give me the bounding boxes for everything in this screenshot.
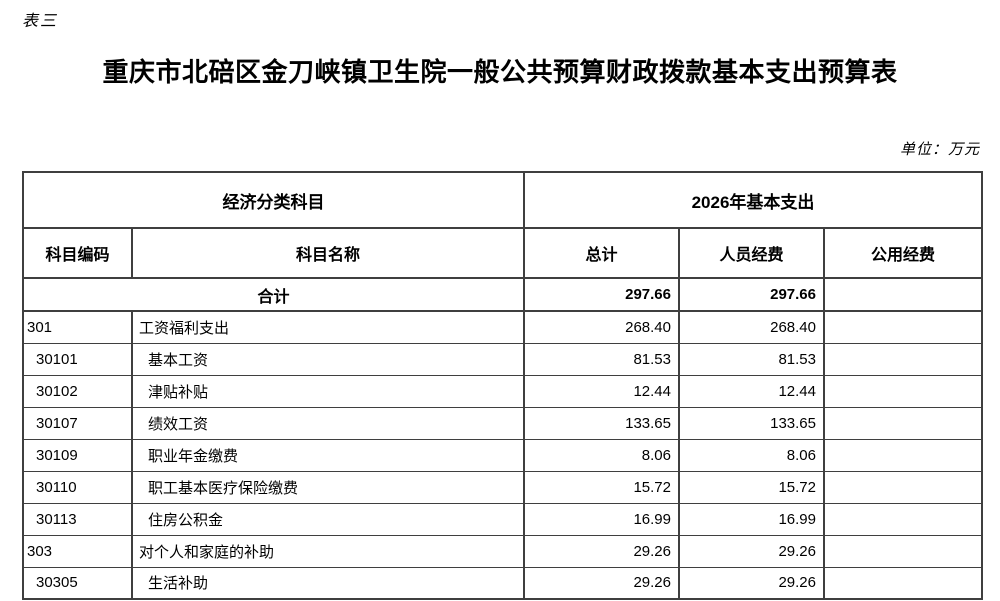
col-header-public-funds: 公用经费: [823, 227, 983, 279]
col-header-subject-code: 科目编码: [22, 227, 133, 279]
subject-name: 生活补助: [131, 566, 525, 600]
total-value: 12.44: [523, 374, 680, 408]
subject-name: 基本工资: [131, 342, 525, 376]
table-row: 30305 生活补助 29.26 29.26: [22, 566, 983, 600]
personnel-value: 16.99: [678, 502, 825, 536]
col-header-personnel-funds: 人员经费: [678, 227, 825, 279]
subject-code: 30305: [22, 566, 133, 600]
subject-code: 30101: [22, 342, 133, 376]
personnel-value: 81.53: [678, 342, 825, 376]
public-value: [823, 406, 983, 440]
table-row: 301 工资福利支出 268.40 268.40: [22, 310, 983, 344]
subject-code: 303: [22, 534, 133, 568]
header-group-row: 经济分类科目 2026年基本支出: [22, 171, 983, 229]
col-header-total: 总计: [523, 227, 680, 279]
table-row: 30107 绩效工资 133.65 133.65: [22, 406, 983, 440]
subject-code: 30102: [22, 374, 133, 408]
public-value: [823, 534, 983, 568]
subject-name: 住房公积金: [131, 502, 525, 536]
col-header-subject-name: 科目名称: [131, 227, 525, 279]
page-title: 重庆市北碚区金刀峡镇卫生院一般公共预算财政拨款基本支出预算表: [102, 57, 898, 87]
budget-table: 经济分类科目 2026年基本支出 科目编码 科目名称 总计 人员经费 公用经费 …: [22, 171, 983, 600]
total-value: 29.26: [523, 534, 680, 568]
public-value: [823, 342, 983, 376]
subject-code: 301: [22, 310, 133, 344]
table-row: 30109 职业年金缴费 8.06 8.06: [22, 438, 983, 472]
subject-name: 绩效工资: [131, 406, 525, 440]
header-2026-basic-expenditure: 2026年基本支出: [523, 171, 983, 229]
subject-code: 30109: [22, 438, 133, 472]
subject-name: 对个人和家庭的补助: [131, 534, 525, 568]
personnel-value: 15.72: [678, 470, 825, 504]
subject-name: 职工基本医疗保险缴费: [131, 470, 525, 504]
table-row: 30113 住房公积金 16.99 16.99: [22, 502, 983, 536]
public-value: [823, 374, 983, 408]
total-row-personnel: 297.66: [678, 277, 825, 312]
table-row: 30102 津贴补贴 12.44 12.44: [22, 374, 983, 408]
public-value: [823, 566, 983, 600]
personnel-value: 12.44: [678, 374, 825, 408]
total-row-total: 297.66: [523, 277, 680, 312]
total-value: 16.99: [523, 502, 680, 536]
header-economic-classification: 经济分类科目: [22, 171, 525, 229]
public-value: [823, 438, 983, 472]
table-label: 表三: [22, 13, 59, 30]
subject-code: 30113: [22, 502, 133, 536]
total-row-public: [823, 277, 983, 312]
subject-name: 职业年金缴费: [131, 438, 525, 472]
table-row: 30110 职工基本医疗保险缴费 15.72 15.72: [22, 470, 983, 504]
subject-code: 30107: [22, 406, 133, 440]
unit-note: 单位：万元: [899, 142, 980, 158]
public-value: [823, 470, 983, 504]
total-value: 29.26: [523, 566, 680, 600]
total-value: 268.40: [523, 310, 680, 344]
public-value: [823, 502, 983, 536]
personnel-value: 8.06: [678, 438, 825, 472]
header-columns-row: 科目编码 科目名称 总计 人员经费 公用经费: [22, 227, 983, 279]
subject-code: 30110: [22, 470, 133, 504]
table-row: 303 对个人和家庭的补助 29.26 29.26: [22, 534, 983, 568]
total-value: 133.65: [523, 406, 680, 440]
total-value: 15.72: [523, 470, 680, 504]
personnel-value: 268.40: [678, 310, 825, 344]
table-row: 30101 基本工资 81.53 81.53: [22, 342, 983, 376]
personnel-value: 29.26: [678, 566, 825, 600]
total-row-label: 合计: [22, 277, 525, 312]
total-row: 合计 297.66 297.66: [22, 277, 983, 312]
public-value: [823, 310, 983, 344]
subject-name: 津贴补贴: [131, 374, 525, 408]
personnel-value: 133.65: [678, 406, 825, 440]
total-value: 8.06: [523, 438, 680, 472]
subject-name: 工资福利支出: [131, 310, 525, 344]
total-value: 81.53: [523, 342, 680, 376]
personnel-value: 29.26: [678, 534, 825, 568]
